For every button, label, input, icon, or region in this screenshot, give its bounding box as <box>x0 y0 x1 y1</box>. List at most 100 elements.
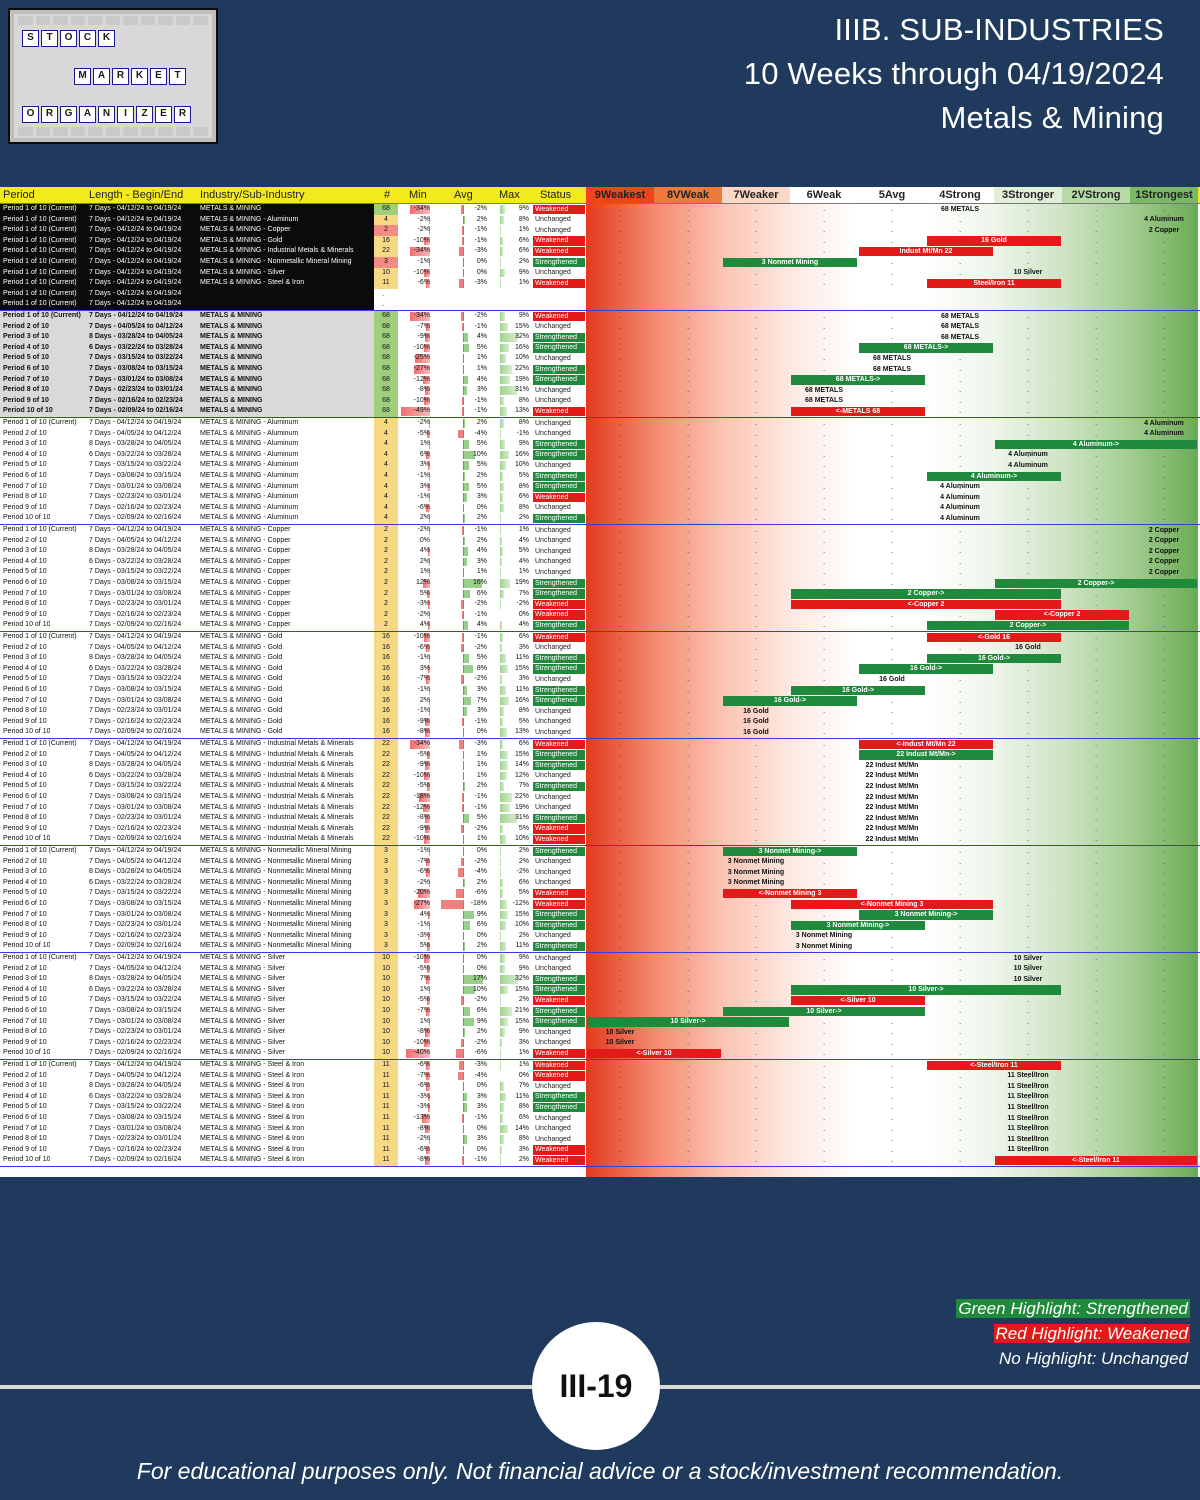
strength-level-label: 22 Indust Mt/Mn <box>865 804 919 812</box>
max-bar <box>500 889 503 898</box>
avg-bar <box>463 975 484 984</box>
max-bar <box>500 1135 505 1144</box>
avg-bar <box>463 1103 467 1112</box>
cell-avg: 5% <box>476 482 487 490</box>
level-dot: . <box>959 963 962 973</box>
level-dot: . <box>1163 353 1166 363</box>
cell-count: 10 <box>374 1027 398 1038</box>
cell-length: 7 Days - 03/15/24 to 03/22/24 <box>89 1103 182 1111</box>
max-bar <box>500 900 507 909</box>
avg-bar <box>460 312 463 321</box>
strength-level-label: 10 Silver-> <box>723 1006 925 1017</box>
cell-count: 16 <box>374 653 398 664</box>
cell-max: 8% <box>518 482 529 490</box>
cell-avg: 0% <box>476 1082 487 1090</box>
cell-industry: METALS & MINING <box>200 205 262 212</box>
avg-bar <box>460 996 463 1005</box>
level-dot: . <box>619 204 622 213</box>
cell-period: Period 1 of 10 (Current) <box>3 215 77 223</box>
cell-max: 19% <box>514 579 529 586</box>
level-dot: . <box>755 930 758 940</box>
min-bar <box>428 226 430 235</box>
max-bar <box>500 461 506 470</box>
level-dot: . <box>687 525 690 534</box>
max-bar <box>500 910 509 920</box>
cell-min: -3% <box>417 1103 430 1111</box>
level-dot: . <box>1163 909 1166 919</box>
table-row: Period 7 of 10 7 Days - 03/01/24 to 03/08… <box>0 802 1200 814</box>
cell-industry: METALS & MINING - Copper <box>200 600 291 608</box>
max-bar <box>500 664 509 674</box>
level-dot: . <box>823 1060 826 1069</box>
level-dot: . <box>959 1102 962 1112</box>
avg-bar <box>463 910 474 920</box>
avg-axis <box>463 793 464 802</box>
level-dot: . <box>823 856 826 866</box>
level-dot: . <box>823 909 826 919</box>
max-bar <box>500 847 502 856</box>
max-bar <box>500 600 502 609</box>
level-dot: . <box>1027 888 1030 898</box>
cell-period: Period 1 of 10 (Current) <box>3 740 77 747</box>
level-dot: . <box>1095 246 1098 256</box>
level-dot: . <box>755 364 758 373</box>
cell-period: Period 4 of 10 <box>3 1092 47 1100</box>
cell-period: Period 5 of 10 <box>3 1103 47 1111</box>
cell-length: 7 Days - 04/12/24 to 04/19/24 <box>89 954 182 961</box>
cell-count: 2 <box>374 599 398 610</box>
table-row: Period 2 of 10 7 Days - 04/05/24 to 04/12… <box>0 642 1200 654</box>
level-dot: . <box>1163 513 1166 523</box>
cell-industry: METALS & MINING - Gold <box>200 643 283 651</box>
cell-max: 3% <box>518 1038 529 1046</box>
level-dot: . <box>687 481 690 491</box>
cell-period: Period 2 of 10 <box>3 643 47 651</box>
table-row: Period 7 of 10 7 Days - 03/01/24 to 03/08… <box>0 1123 1200 1135</box>
level-dot: . <box>1027 1081 1030 1091</box>
logo-letter-tile: O <box>22 106 39 123</box>
cell-avg: 10% <box>472 450 487 458</box>
level-dot: . <box>687 823 690 833</box>
summary-label-block <box>0 299 374 310</box>
level-dot: . <box>823 1155 826 1165</box>
max-bar <box>500 1124 508 1134</box>
level-dot: . <box>891 321 894 331</box>
min-bar <box>429 921 430 930</box>
min-bar <box>424 761 430 770</box>
level-dot: . <box>382 288 385 298</box>
cell-industry: METALS & MINING - Aluminum <box>200 419 299 426</box>
level-dot: . <box>823 546 826 556</box>
level-dot: . <box>755 834 758 844</box>
cell-count: 22 <box>374 770 398 782</box>
status-badge: Strengthened <box>533 450 585 460</box>
cell-industry: METALS & MINING - Industrial Metals & Mi… <box>200 824 354 832</box>
level-dot: . <box>1027 846 1030 855</box>
cell-length: 7 Days - 02/23/24 to 03/01/24 <box>89 921 182 929</box>
cell-period: Period 5 of 10 <box>3 461 47 469</box>
cell-avg: 0% <box>476 258 487 265</box>
level-dot: . <box>1163 792 1166 801</box>
table-row: Period 4 of 10 6 Days - 03/22/24 to 03/28… <box>0 1091 1200 1103</box>
level-dot: . <box>1027 481 1030 491</box>
table-row: Period 9 of 10 7 Days - 02/16/24 to 02/23… <box>0 502 1200 514</box>
min-bar <box>429 258 430 267</box>
level-dot: . <box>1163 856 1166 866</box>
min-bar <box>425 1156 430 1165</box>
level-dot: . <box>755 481 758 491</box>
max-bar <box>500 728 508 737</box>
min-bar <box>429 1017 430 1027</box>
min-bar <box>424 771 430 781</box>
strength-band-3 <box>994 187 1062 1177</box>
cell-avg: 0% <box>476 503 487 511</box>
max-bar <box>500 547 503 556</box>
cell-period: Period 9 of 10 <box>3 1145 47 1153</box>
avg-axis <box>463 1114 464 1123</box>
cell-max: 15% <box>514 1017 529 1025</box>
avg-bar <box>460 1038 463 1048</box>
cell-min: -6% <box>417 1082 430 1090</box>
cell-max: 1% <box>518 226 529 234</box>
cell-count: 16 <box>374 695 398 707</box>
min-bar <box>427 429 430 439</box>
cell-length: 7 Days - 03/01/24 to 03/08/24 <box>89 910 182 918</box>
level-dot: . <box>619 706 622 716</box>
level-dot: . <box>959 1016 962 1026</box>
